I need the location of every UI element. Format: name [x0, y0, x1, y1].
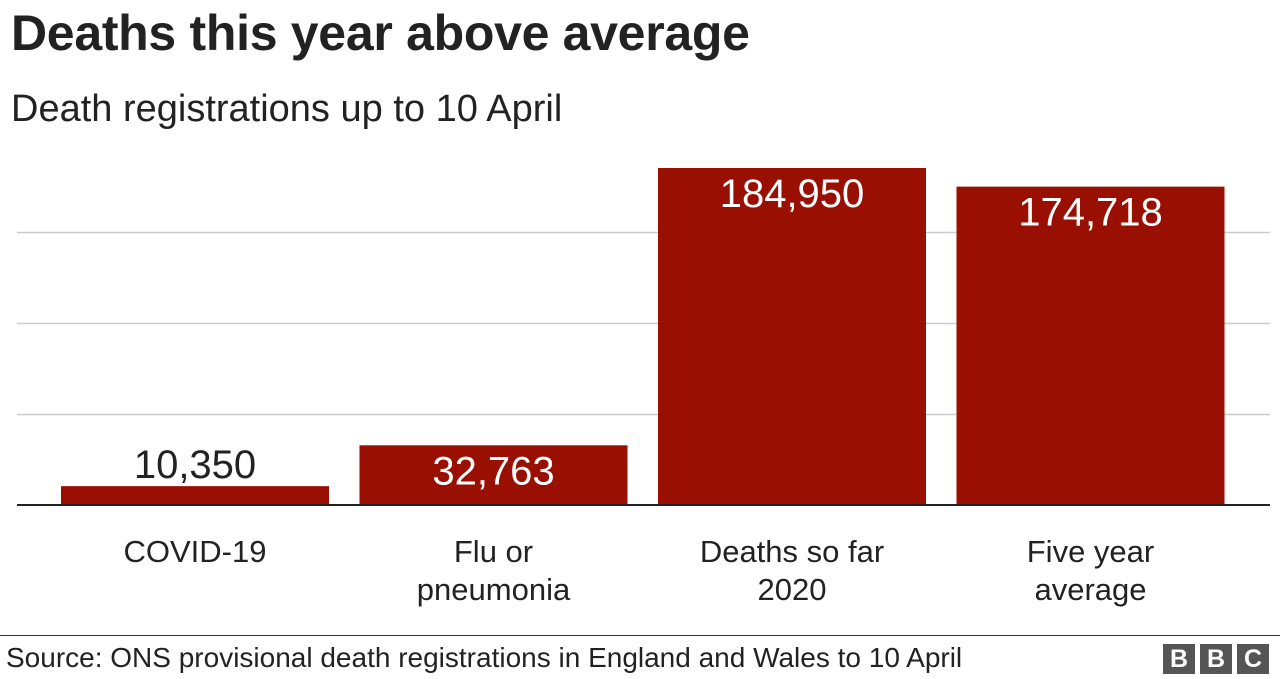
chart-subtitle: Death registrations up to 10 April [11, 88, 563, 130]
x-tick-label: COVID-19 [124, 534, 267, 569]
x-tick-label: Flu or [454, 534, 533, 569]
footer-divider [0, 635, 1280, 636]
x-tick-label: 2020 [758, 572, 827, 607]
x-tick-label: Deaths so far [700, 534, 884, 569]
bbc-logo-letter: B [1163, 644, 1195, 674]
data-label: 174,718 [1018, 191, 1163, 235]
bars [61, 168, 1225, 506]
bar [61, 486, 329, 505]
x-tick-label: average [1034, 572, 1146, 607]
data-label: 32,763 [432, 449, 554, 493]
x-tick-label: Five year [1027, 534, 1154, 569]
bar-chart: 10,350 32,763 184,950 174,718 COVID-19 Flu o… [17, 168, 1270, 607]
bbc-logo: B B C [1163, 644, 1269, 674]
bbc-logo-letter: B [1200, 644, 1232, 674]
value-labels: 10,350 32,763 184,950 174,718 [134, 172, 1163, 493]
x-tick-label: pneumonia [417, 572, 571, 607]
bbc-logo-letter: C [1237, 644, 1269, 674]
data-label: 184,950 [720, 172, 865, 216]
bar [359, 445, 628, 505]
chart-title: Deaths this year above average [11, 5, 750, 61]
bar [956, 186, 1225, 506]
data-label: 10,350 [134, 443, 256, 487]
bar [658, 168, 926, 505]
source-note: Source: ONS provisional death registrati… [6, 642, 963, 673]
